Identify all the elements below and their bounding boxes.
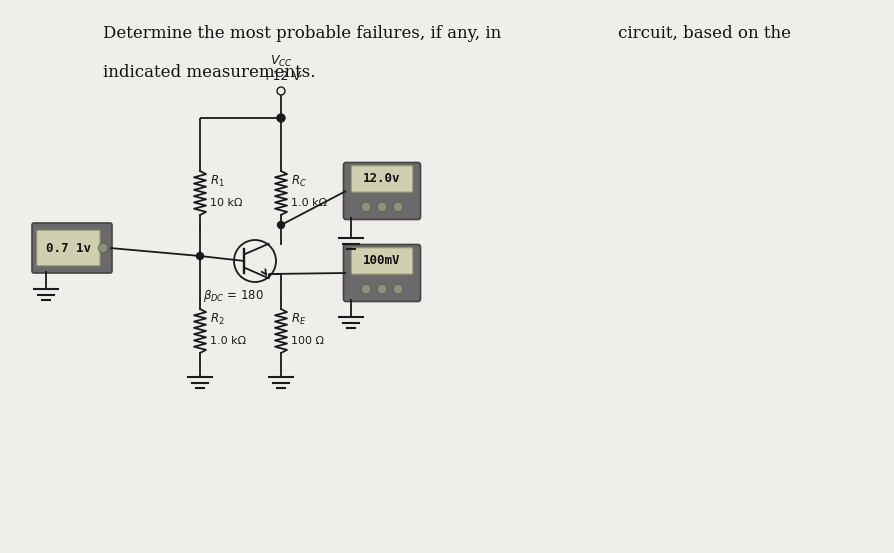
Text: 10 kΩ: 10 kΩ	[210, 198, 242, 208]
Text: 0.7 1v: 0.7 1v	[46, 242, 91, 254]
Text: indicated measurements.: indicated measurements.	[103, 64, 315, 81]
FancyBboxPatch shape	[343, 244, 420, 301]
Circle shape	[197, 253, 203, 259]
Circle shape	[361, 284, 370, 294]
FancyBboxPatch shape	[37, 230, 100, 266]
Text: +12 V: +12 V	[261, 70, 300, 84]
Circle shape	[376, 284, 386, 294]
Text: 100 Ω: 100 Ω	[291, 336, 324, 346]
Text: 1.0 kΩ: 1.0 kΩ	[291, 198, 327, 208]
Text: Determine the most probable failures, if any, in: Determine the most probable failures, if…	[103, 25, 501, 42]
FancyBboxPatch shape	[350, 166, 412, 192]
Text: $R_C$: $R_C$	[291, 174, 307, 189]
Circle shape	[392, 284, 402, 294]
Circle shape	[361, 202, 370, 212]
Circle shape	[98, 243, 107, 253]
FancyBboxPatch shape	[343, 163, 420, 220]
Circle shape	[276, 114, 284, 122]
FancyBboxPatch shape	[32, 223, 112, 273]
Text: 1.0 kΩ: 1.0 kΩ	[210, 336, 246, 346]
Text: 100mV: 100mV	[363, 254, 401, 268]
Text: $R_E$: $R_E$	[291, 311, 306, 327]
FancyBboxPatch shape	[350, 248, 412, 274]
Text: $\beta_{DC}$ = 180: $\beta_{DC}$ = 180	[203, 288, 264, 304]
Text: $R_1$: $R_1$	[210, 174, 224, 189]
Circle shape	[376, 202, 386, 212]
Circle shape	[392, 202, 402, 212]
Text: 12.0v: 12.0v	[363, 173, 401, 185]
Text: $R_2$: $R_2$	[210, 311, 224, 327]
Text: circuit, based on the: circuit, based on the	[617, 25, 789, 42]
Text: $V_{CC}$: $V_{CC}$	[269, 54, 292, 69]
Circle shape	[277, 222, 284, 228]
